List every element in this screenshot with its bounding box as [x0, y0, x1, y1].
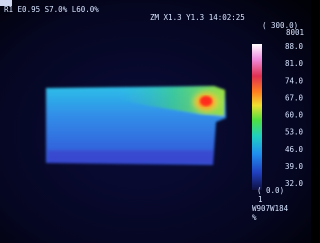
status-line: R1 E0.95 S7.0% L60.0%: [4, 5, 99, 14]
scale-label: 46.0: [285, 145, 304, 154]
thermal-screen: R1 E0.95 S7.0% L60.0% ZM X1.3 Y1.3 14:02…: [0, 0, 311, 243]
zoom-time-line: ZM X1.3 Y1.3 14:02:25: [150, 13, 245, 22]
range-bottom: ( 0.0): [257, 186, 284, 195]
scale-label: 74.0: [285, 76, 304, 85]
unit: %: [252, 213, 257, 222]
scale-label: 60.0: [285, 111, 304, 120]
scale-label: 39.0: [285, 162, 304, 171]
scale-label: 81.0: [285, 59, 304, 68]
code-top: 8001: [286, 28, 304, 37]
hot-core: [200, 96, 212, 106]
color-scale-bar: [252, 44, 262, 190]
scale-label: 32.0: [285, 179, 304, 188]
code-bottom: W907W184: [252, 204, 289, 213]
scale-label: 53.0: [285, 128, 304, 137]
scale-label: 67.0: [285, 93, 304, 102]
index: 1: [258, 195, 263, 204]
scale-label: 88.0: [285, 42, 304, 51]
